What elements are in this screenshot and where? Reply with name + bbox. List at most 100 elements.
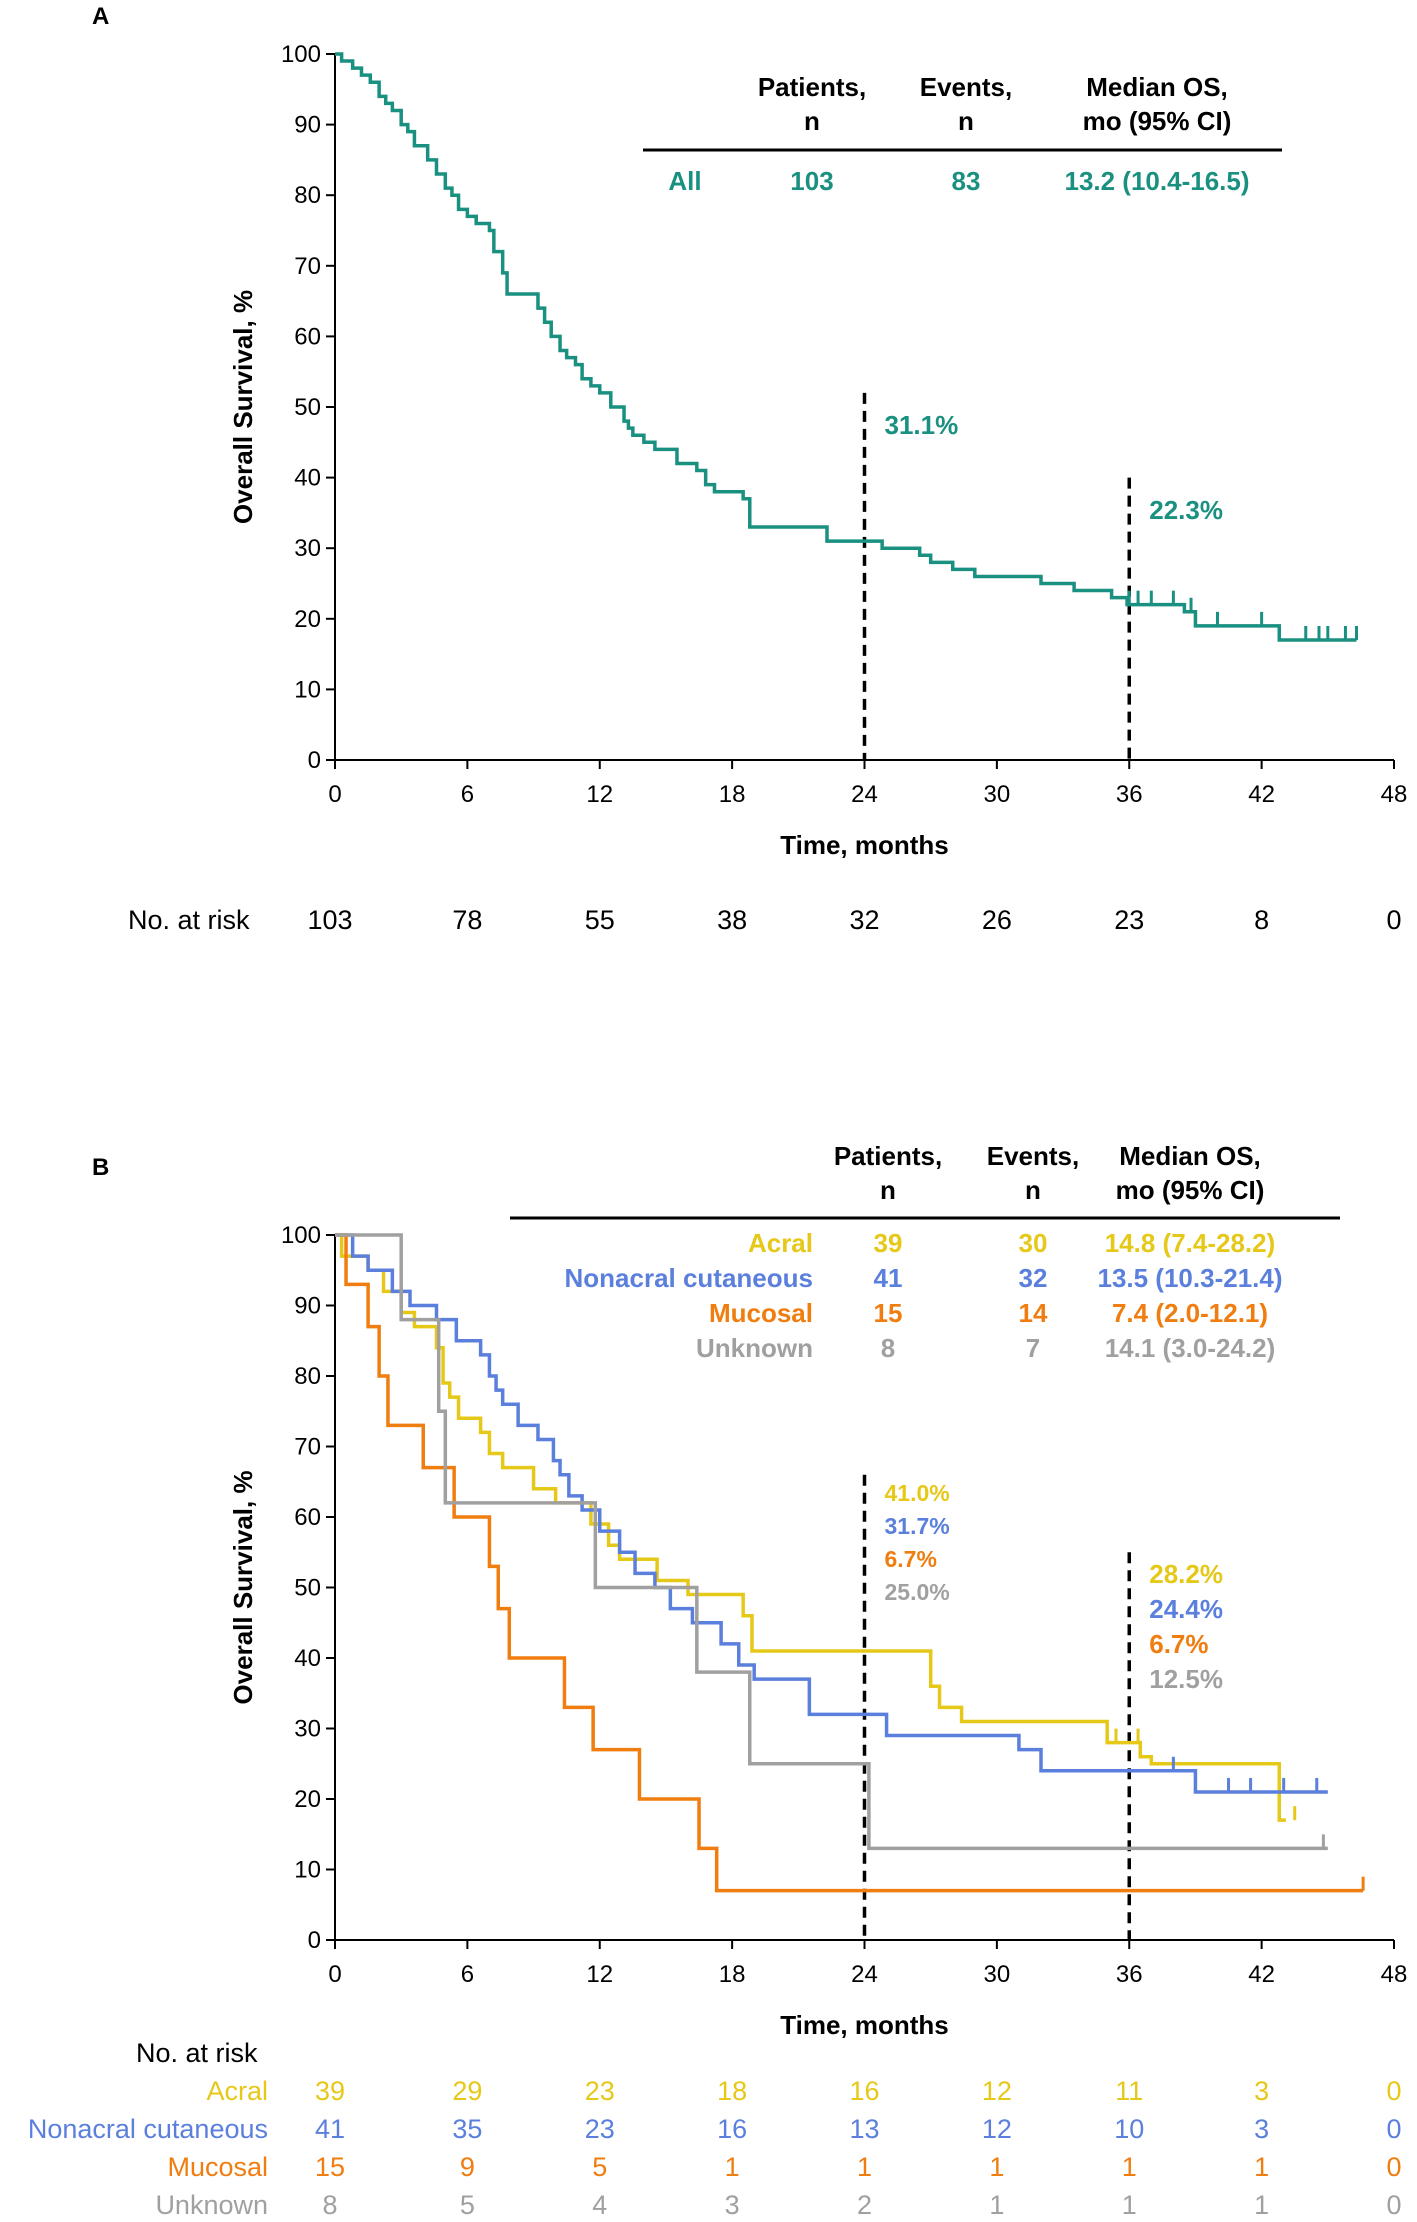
panel-b-at-risk-value: 15	[315, 2152, 345, 2182]
panel-b-x-tick-label: 30	[984, 1961, 1011, 1988]
panel-a-y-tick-label: 20	[294, 606, 321, 633]
panel-a-table-header: mo (95% CI)	[1083, 106, 1232, 136]
panel-b-y-tick-label: 50	[294, 1575, 321, 1602]
panel-b-y-axis-label: Overall Survival, %	[228, 1470, 258, 1704]
panel-b-x-axis-label: Time, months	[780, 2010, 949, 2040]
panel-b-at-risk-value: 11	[1115, 2076, 1143, 2106]
panel-b-at-risk-value: 1	[989, 2190, 1004, 2220]
panel-b-landmark36-label: 12.5%	[1149, 1664, 1223, 1694]
panel-b-at-risk-value: 23	[585, 2076, 615, 2106]
panel-b-table-group-name: Acral	[748, 1228, 813, 1258]
panel-b-at-risk-value: 1	[1122, 2152, 1137, 2182]
panel-b-table-median: 14.1 (3.0-24.2)	[1105, 1333, 1276, 1363]
panel-b-y-tick-label: 100	[281, 1222, 321, 1249]
panel-b-at-risk-value: 5	[592, 2152, 607, 2182]
panel-a-y-tick-label: 10	[294, 676, 321, 703]
panel-b-table-events: 32	[1019, 1263, 1048, 1293]
panel-a-at-risk-value: 78	[452, 905, 482, 935]
panel-a-at-risk-value: 8	[1254, 905, 1269, 935]
panel-b-at-risk-label: No. at risk	[136, 2038, 258, 2068]
panel-a-x-tick-label: 42	[1248, 781, 1275, 808]
panel-a-x-tick-label: 0	[328, 781, 341, 808]
panel-a-x-tick-label: 6	[461, 781, 474, 808]
panel-b-y-tick-label: 40	[294, 1645, 321, 1672]
panel-a-table-header: Patients,	[758, 72, 866, 102]
panel-b-series-acral-curve	[335, 1233, 1286, 1822]
panel-b-table-events: 14	[1019, 1298, 1048, 1328]
panel-b-at-risk-value: 10	[1114, 2114, 1144, 2144]
panel-b-y-tick-label: 20	[294, 1786, 321, 1813]
panel-b-y-tick-label: 90	[294, 1293, 321, 1320]
panel-a-landmark-label: 22.3%	[1149, 495, 1223, 525]
panel-a-at-risk-value: 103	[307, 905, 352, 935]
panel-b-at-risk-value: 4	[592, 2190, 607, 2220]
panel-b-table-header: Median OS,	[1119, 1141, 1261, 1171]
panel-a-x-axis-label: Time, months	[780, 830, 949, 860]
panel-b-y-tick-label: 30	[294, 1716, 321, 1743]
panel-a-x-tick-label: 48	[1381, 781, 1408, 808]
panel-b-at-risk-value: 1	[1254, 2190, 1269, 2220]
panel-a-y-tick-label: 50	[294, 394, 321, 421]
panel-a-x-tick-label: 36	[1116, 781, 1143, 808]
panel-b-at-risk-value: 3	[1254, 2114, 1269, 2144]
panel-b-at-risk-value: 1	[1254, 2152, 1269, 2182]
panel-b-landmark36-label: 6.7%	[1149, 1629, 1208, 1659]
panel-a-x-tick-label: 30	[984, 781, 1011, 808]
panel-b-at-risk-value: 16	[717, 2114, 747, 2144]
panel-b-x-tick-label: 48	[1381, 1961, 1408, 1988]
panel-b-at-risk-group-label: Acral	[206, 2076, 268, 2106]
panel-b-table-patients: 15	[874, 1298, 903, 1328]
panel-b-letter: B	[92, 1154, 109, 1181]
panel-a-at-risk-value: 26	[982, 905, 1012, 935]
panel-a-x-tick-label: 24	[851, 781, 878, 808]
panel-b-landmark24-label: 6.7%	[885, 1546, 937, 1572]
panel-b-table-median: 13.5 (10.3-21.4)	[1097, 1263, 1282, 1293]
panel-a-table-patients: 103	[790, 166, 833, 196]
panel-b-at-risk-value: 29	[452, 2076, 482, 2106]
panel-b-x-tick-label: 18	[719, 1961, 746, 1988]
panel-b-table-group-name: Unknown	[696, 1333, 813, 1363]
panel-b-series-mucosal-curve	[335, 1233, 1364, 1893]
panel-a-at-risk-value: 38	[717, 905, 747, 935]
panel-b-landmark36-label: 24.4%	[1149, 1594, 1223, 1624]
panel-a-y-tick-label: 40	[294, 465, 321, 492]
panel-b-at-risk-value: 35	[452, 2114, 482, 2144]
panel-b-x-tick-label: 12	[586, 1961, 613, 1988]
panel-b-x-tick-label: 42	[1248, 1961, 1275, 1988]
panel-a-at-risk-value: 23	[1114, 905, 1144, 935]
panel-b-at-risk-value: 0	[1386, 2076, 1401, 2106]
panel-b-table-median: 7.4 (2.0-12.1)	[1112, 1298, 1268, 1328]
panel-b-at-risk-value: 13	[849, 2114, 879, 2144]
panel-b-at-risk-value: 23	[585, 2114, 615, 2144]
panel-a-at-risk-value: 55	[585, 905, 615, 935]
panel-b-at-risk-value: 16	[849, 2076, 879, 2106]
panel-b-at-risk-value: 3	[725, 2190, 740, 2220]
panel-a-letter: A	[92, 3, 109, 30]
panel-b-table-median: 14.8 (7.4-28.2)	[1105, 1228, 1276, 1258]
panel-b-at-risk-value: 5	[460, 2190, 475, 2220]
panel-b-x-tick-label: 6	[461, 1961, 474, 1988]
panel-b-y-tick-label: 60	[294, 1504, 321, 1531]
panel-a-y-tick-label: 100	[281, 41, 321, 68]
panel-a-at-risk-value: 32	[849, 905, 879, 935]
panel-b-at-risk-value: 8	[322, 2190, 337, 2220]
panel-b-at-risk-value: 39	[315, 2076, 345, 2106]
panel-a-table-group-name: All	[668, 166, 701, 196]
panel-a-at-risk-value: 0	[1386, 905, 1401, 935]
panel-b-at-risk-value: 18	[717, 2076, 747, 2106]
panel-b-series-nonacral-curve	[335, 1233, 1328, 1794]
panel-a-y-tick-label: 80	[294, 182, 321, 209]
panel-b-at-risk-value: 9	[460, 2152, 475, 2182]
panel-b-at-risk-group-label: Unknown	[155, 2190, 268, 2220]
panel-b-y-tick-label: 0	[308, 1927, 321, 1954]
panel-b-table-header: n	[880, 1175, 896, 1205]
panel-b-at-risk-group-label: Nonacral cutaneous	[28, 2114, 268, 2144]
panel-a-table-header: n	[804, 106, 820, 136]
panel-b-at-risk-value: 1	[1122, 2190, 1137, 2220]
panel-b-table-header: n	[1025, 1175, 1041, 1205]
panel-b-table-events: 30	[1019, 1228, 1048, 1258]
panel-b-table-header: Patients,	[834, 1141, 942, 1171]
panel-b-at-risk-value: 2	[857, 2190, 872, 2220]
panel-a-table-median: 13.2 (10.4-16.5)	[1064, 166, 1249, 196]
